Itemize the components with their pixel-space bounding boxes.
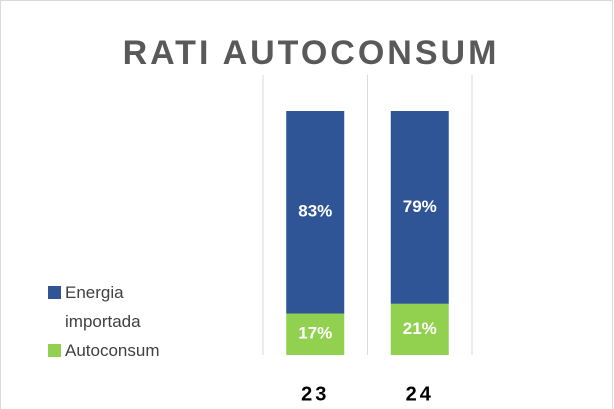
- legend: Energia importada Autoconsum: [48, 278, 188, 365]
- bar-segment: [286, 313, 345, 355]
- data-label: 79%: [403, 197, 437, 216]
- legend-swatch: [48, 344, 61, 357]
- legend-item: Autoconsum: [48, 336, 188, 365]
- legend-label: Energia importada: [65, 283, 141, 331]
- legend-swatch: [48, 286, 61, 299]
- legend-label: Autoconsum: [65, 341, 160, 360]
- x-tick-label: 23: [301, 383, 329, 405]
- bar-segment: [390, 303, 449, 355]
- chart-title: RATI AUTOCONSUM: [123, 34, 500, 72]
- bar-segment: [286, 111, 345, 314]
- legend-item: Energia importada: [48, 278, 188, 336]
- x-tick-label: 24: [406, 383, 434, 405]
- data-label: 83%: [298, 202, 332, 221]
- data-label: 21%: [403, 319, 437, 338]
- bar-segment: [390, 111, 449, 304]
- data-label: 17%: [298, 324, 332, 343]
